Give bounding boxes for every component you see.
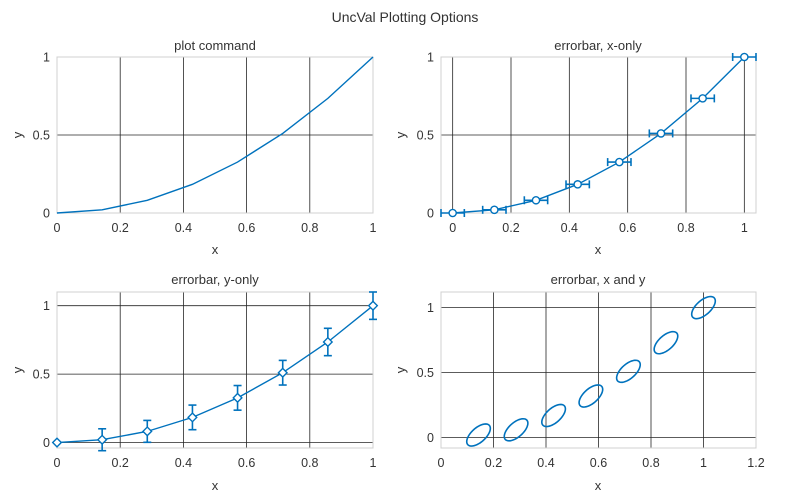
y-tick-label: 0: [427, 207, 434, 221]
x-axis-label: x: [595, 478, 602, 493]
panel-errorbar-x-only: errorbar, x-only 0 0.2 0.4 0.6 0.8 1 00.51 x …: [393, 38, 757, 257]
y-axis-label: y: [393, 131, 408, 138]
uncertainty-ellipse: [690, 295, 717, 320]
y-tick-label: 1: [427, 301, 434, 315]
x-tick-label: 0.2: [112, 221, 129, 235]
x-tick-label: 0.6: [590, 456, 607, 470]
x-tick-label: 1: [370, 456, 377, 470]
x-tick-label: 0.2: [502, 221, 519, 235]
y-tick-label: 0: [43, 207, 50, 221]
y-tick-label: 1: [43, 299, 50, 313]
y-axis-label: y: [393, 366, 408, 373]
x-tick-label: 0.4: [175, 456, 192, 470]
y-tick-label: 0: [43, 436, 50, 450]
x-tick-label: 0.6: [238, 221, 255, 235]
data-point: [51, 437, 63, 448]
x-tick-label: 0.6: [619, 221, 636, 235]
uncertainty-ellipse: [653, 330, 679, 355]
series-line: [56, 56, 374, 214]
plot-area: [56, 291, 374, 449]
data-point: [367, 300, 379, 311]
x-axis-label: x: [595, 242, 602, 257]
plot-area: [56, 56, 374, 214]
y-axis-label: y: [10, 131, 25, 138]
x-tick-label: 0.2: [485, 456, 502, 470]
panel-errorbar-y-only: errorbar, y-only 0 0.2 0.4 0.6 0.8 1 00.51 x …: [10, 272, 379, 493]
plot-area: [440, 56, 757, 214]
y-tick-label: 0.5: [33, 129, 50, 143]
data-point: [573, 180, 582, 189]
y-tick-label: 1: [43, 51, 50, 65]
panel-plot-command: plot command 0 0.2 0.4 0.6 0.8 1 0 0.5 1 x y: [10, 38, 377, 257]
data-point: [141, 426, 153, 437]
y-tick-label: 0.5: [417, 129, 434, 143]
y-tick-label: 0.5: [417, 366, 434, 380]
data-point: [277, 367, 289, 378]
uncertainty-ellipse: [578, 384, 604, 408]
data-point: [232, 392, 243, 404]
panel-title: errorbar, x and y: [551, 272, 646, 287]
panel-title: errorbar, x-only: [554, 38, 642, 53]
series-line: [452, 56, 745, 214]
x-tick-label: 0.8: [642, 456, 659, 470]
x-tick-label: 0.2: [112, 456, 129, 470]
data-point: [187, 412, 198, 423]
y-tick-label: 0.5: [33, 368, 50, 382]
x-tick-label: 0: [438, 456, 445, 470]
data-point: [531, 195, 541, 205]
panel-errorbar-x-and-y: errorbar, x and y 0 0.2 0.4 0.6 0.8 1 1.2 0 0.5…: [393, 272, 765, 493]
y-axis-label: y: [10, 366, 25, 373]
x-axis-label: x: [212, 478, 219, 493]
plot-area: [440, 291, 757, 449]
x-tick-label: 0.8: [677, 221, 694, 235]
x-tick-label: 0: [449, 221, 456, 235]
uncertainty-ellipse: [615, 359, 642, 384]
data-point: [322, 336, 334, 348]
x-tick-label: 0.4: [175, 221, 192, 235]
x-tick-label: 0: [54, 456, 61, 470]
data-point: [740, 52, 749, 62]
x-tick-label: 0.4: [537, 456, 554, 470]
figure-title: UncVal Plotting Options: [332, 9, 479, 25]
data-point: [698, 94, 707, 103]
x-tick-label: 1: [741, 221, 748, 235]
x-tick-label: 0.6: [238, 456, 255, 470]
uncertainty-ellipse: [503, 417, 529, 442]
uncertainty-ellipse: [540, 403, 567, 428]
data-point: [656, 129, 666, 138]
x-tick-label: 0.4: [561, 221, 578, 235]
y-tick-label: 0: [427, 431, 434, 445]
x-tick-label: 1.2: [747, 456, 764, 470]
panel-title: plot command: [174, 38, 256, 53]
y-tick-label: 1: [427, 51, 434, 65]
data-point: [615, 157, 624, 167]
data-point: [96, 434, 108, 446]
panel-title: errorbar, y-only: [171, 272, 259, 287]
uncertainty-ellipse: [465, 423, 492, 447]
x-axis-label: x: [212, 242, 219, 257]
data-point: [490, 205, 499, 215]
x-tick-label: 0.8: [301, 221, 318, 235]
x-tick-label: 0: [54, 221, 61, 235]
series-line: [56, 305, 374, 444]
data-point: [448, 208, 457, 218]
x-tick-label: 1: [370, 221, 377, 235]
x-tick-label: 0.8: [301, 456, 318, 470]
x-tick-label: 1: [700, 456, 707, 470]
